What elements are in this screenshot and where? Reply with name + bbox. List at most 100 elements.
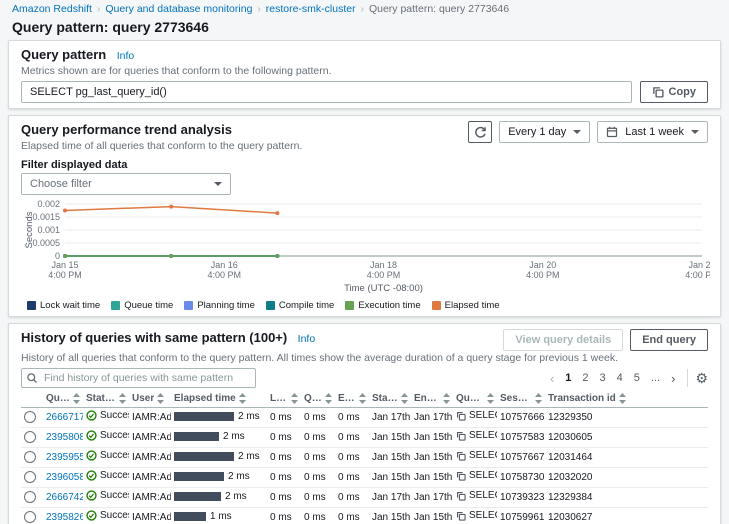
lock-wait-value: 0 ms bbox=[270, 511, 292, 523]
sort-icon[interactable] bbox=[535, 393, 542, 405]
table-row: 2395955 SuccessIAMR:Ad... 2 ms 0 ms 0 ms 0 ms… bbox=[21, 447, 708, 468]
copy-button[interactable]: Copy bbox=[639, 81, 708, 103]
execution-time-value: 0 ms bbox=[338, 451, 360, 463]
user-value: IAMR:Ad... bbox=[132, 431, 171, 443]
legend-item[interactable]: Compile time bbox=[265, 300, 334, 311]
success-icon bbox=[86, 490, 97, 501]
query-text-cell: SELECT... bbox=[453, 427, 497, 448]
sort-icon[interactable] bbox=[238, 393, 246, 405]
column-header[interactable]: End time bbox=[411, 391, 453, 408]
row-select-radio[interactable] bbox=[24, 411, 36, 423]
legend-swatch-icon bbox=[27, 301, 36, 310]
sort-icon[interactable] bbox=[157, 393, 165, 405]
legend-item[interactable]: Execution time bbox=[345, 300, 421, 311]
legend-item[interactable]: Lock wait time bbox=[27, 300, 100, 311]
queue-time-value: 0 ms bbox=[304, 511, 326, 523]
svg-text:Jan 18: Jan 18 bbox=[370, 260, 397, 270]
copy-icon[interactable] bbox=[456, 491, 466, 501]
breadcrumb-item[interactable]: restore-smk-cluster bbox=[265, 3, 356, 15]
query-id-link[interactable]: 2395808 bbox=[46, 431, 83, 443]
breadcrumb-item[interactable]: Amazon Redshift bbox=[12, 3, 92, 15]
sort-icon[interactable] bbox=[119, 393, 126, 405]
queue-time-cell: 0 ms bbox=[301, 507, 335, 524]
column-header[interactable]: Session id bbox=[497, 391, 545, 408]
pagination-page[interactable]: 2 bbox=[582, 372, 589, 384]
refresh-icon bbox=[474, 126, 487, 139]
session-id-value: 10739323... bbox=[500, 491, 545, 503]
query-text-cell: SELECT... bbox=[453, 467, 497, 488]
copy-button-label: Copy bbox=[668, 86, 697, 98]
legend-item[interactable]: Elapsed time bbox=[431, 300, 500, 311]
copy-icon[interactable] bbox=[456, 411, 466, 421]
lock-wait-cell: 0 ms bbox=[267, 467, 301, 488]
column-header[interactable]: Status bbox=[83, 391, 129, 408]
end-time-cell: Jan 15th, ... bbox=[411, 467, 453, 488]
interval-select[interactable]: Every 1 day bbox=[499, 121, 591, 143]
row-select-radio[interactable] bbox=[24, 431, 36, 443]
settings-gear-icon[interactable]: ⚙ bbox=[695, 370, 708, 386]
lock-wait-cell: 0 ms bbox=[267, 487, 301, 508]
end-query-button[interactable]: End query bbox=[630, 329, 708, 351]
execution-time-cell: 0 ms bbox=[335, 507, 369, 524]
query-id-link[interactable]: 2666717 bbox=[46, 411, 83, 423]
pagination-prev-icon[interactable]: ‹ bbox=[549, 370, 555, 386]
date-range-button[interactable]: Last 1 week bbox=[597, 121, 708, 143]
history-info-link[interactable]: Info bbox=[297, 333, 316, 345]
query-id-link[interactable]: 2395955 bbox=[46, 451, 83, 463]
search-input[interactable] bbox=[21, 368, 256, 388]
column-header[interactable]: User bbox=[129, 391, 171, 408]
copy-icon[interactable] bbox=[456, 511, 466, 521]
status-cell: Success bbox=[83, 467, 129, 488]
column-header[interactable]: Transaction id bbox=[545, 391, 708, 408]
column-header[interactable]: Execution time bbox=[335, 391, 369, 408]
copy-icon[interactable] bbox=[456, 431, 466, 441]
sort-icon[interactable] bbox=[73, 393, 80, 405]
legend-item[interactable]: Queue time bbox=[111, 300, 173, 311]
transaction-id-value: 12031464 bbox=[548, 451, 593, 463]
pagination-page[interactable]: 3 bbox=[599, 372, 606, 384]
query-id-link[interactable]: 2666742 bbox=[46, 491, 83, 503]
view-query-details-button[interactable]: View query details bbox=[503, 329, 624, 351]
legend-item[interactable]: Planning time bbox=[184, 300, 255, 311]
sort-icon[interactable] bbox=[401, 393, 408, 405]
pagination-page[interactable]: 1 bbox=[565, 372, 572, 384]
breadcrumb-item[interactable]: Query and database monitoring bbox=[105, 3, 253, 15]
copy-icon[interactable] bbox=[456, 471, 466, 481]
pagination-page[interactable]: 4 bbox=[616, 372, 623, 384]
copy-icon[interactable] bbox=[456, 451, 466, 461]
queue-time-value: 0 ms bbox=[304, 451, 326, 463]
column-header-label: End time bbox=[414, 393, 440, 405]
pagination-next-icon[interactable]: › bbox=[671, 370, 676, 386]
column-header-label: Start time bbox=[372, 393, 398, 405]
sort-icon[interactable] bbox=[443, 393, 450, 405]
pattern-info-link[interactable]: Info bbox=[116, 50, 135, 62]
queue-time-cell: 0 ms bbox=[301, 427, 335, 448]
filter-select[interactable]: Choose filter bbox=[21, 173, 231, 195]
row-select-radio[interactable] bbox=[24, 511, 36, 523]
column-header[interactable]: Start time bbox=[369, 391, 411, 408]
user-value: IAMR:Ad... bbox=[132, 411, 171, 423]
query-id-link[interactable]: 2396058 bbox=[46, 471, 83, 483]
sort-icon[interactable] bbox=[291, 393, 298, 405]
start-time-cell: Jan 17th, ... bbox=[369, 407, 411, 428]
row-select-radio[interactable] bbox=[24, 451, 36, 463]
column-header[interactable]: Elapsed time bbox=[171, 391, 267, 408]
column-header[interactable]: Lock wait time bbox=[267, 391, 301, 408]
column-header[interactable]: Queue time bbox=[301, 391, 335, 408]
sort-icon[interactable] bbox=[487, 393, 494, 405]
sort-icon[interactable] bbox=[325, 393, 332, 405]
queue-time-value: 0 ms bbox=[304, 411, 326, 423]
column-header[interactable]: Query id bbox=[43, 391, 83, 408]
refresh-button[interactable] bbox=[468, 121, 493, 143]
sort-icon[interactable] bbox=[359, 393, 366, 405]
success-icon bbox=[86, 510, 97, 521]
query-pattern-input[interactable] bbox=[21, 81, 632, 103]
table-row: 2395808 SuccessIAMR:Ad... 2 ms 0 ms 0 ms 0 ms… bbox=[21, 427, 708, 448]
column-header[interactable]: Query text bbox=[453, 391, 497, 408]
query-id-link[interactable]: 2395826 bbox=[46, 511, 83, 523]
row-select-radio[interactable] bbox=[24, 471, 36, 483]
elapsed-time-bar bbox=[174, 471, 224, 481]
sort-icon[interactable] bbox=[618, 393, 626, 405]
pagination-page[interactable]: 5 bbox=[633, 372, 640, 384]
row-select-radio[interactable] bbox=[24, 491, 36, 503]
